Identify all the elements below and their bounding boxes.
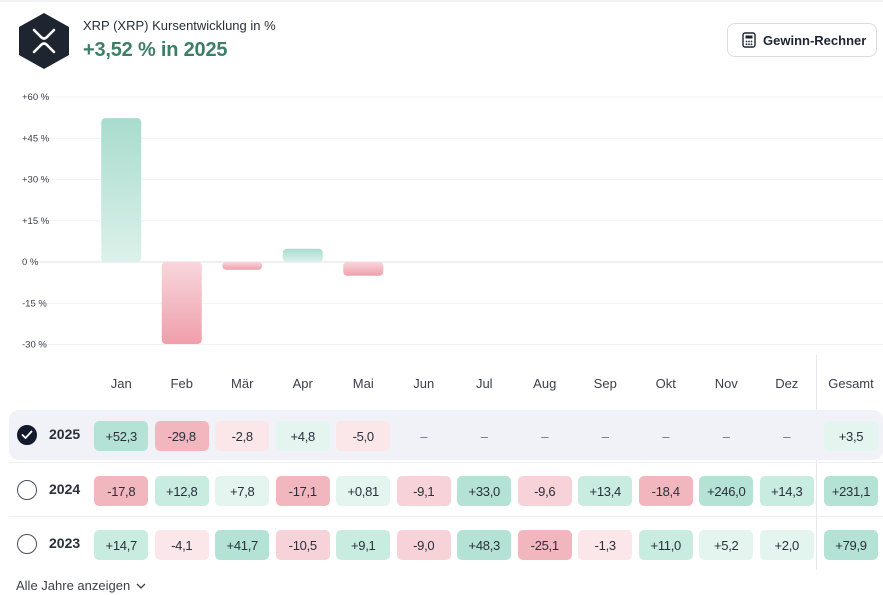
bar-jan[interactable] xyxy=(101,118,142,262)
year-label: 2025 xyxy=(49,426,81,442)
calculator-icon xyxy=(742,32,756,48)
chevron-down-icon xyxy=(136,583,146,589)
year-radio-2025[interactable] xyxy=(17,425,37,445)
y-tick-label: +60 % xyxy=(22,92,50,103)
month-cell: – xyxy=(783,428,791,444)
month-cell: – xyxy=(662,428,670,444)
bar-apr[interactable] xyxy=(282,248,323,262)
month-cell: -5,0 xyxy=(336,421,391,451)
month-label: Aug xyxy=(533,376,557,391)
month-cell: +14,7 xyxy=(94,530,149,560)
year-radio-2024[interactable] xyxy=(17,480,37,500)
year-row-2024[interactable]: 2024 -17,8 +12,8 +7,8 -17,1 +0,81 -9,1 +33,0 -9,… xyxy=(9,465,883,515)
total-cell: +231,1 xyxy=(824,476,878,506)
month-cell: +12,8 xyxy=(154,476,209,506)
month-label: Mär xyxy=(231,376,254,391)
profit-calculator-label: Gewinn-Rechner xyxy=(763,32,867,48)
month-cell: – xyxy=(420,428,428,444)
month-cell: +11,0 xyxy=(638,530,693,560)
month-label: Feb xyxy=(170,376,193,391)
bar-mai[interactable] xyxy=(343,262,384,276)
show-all-years-link[interactable]: Alle Jahre anzeigen xyxy=(16,578,146,593)
month-cell: +52,3 xyxy=(94,421,149,451)
month-cell: -2,8 xyxy=(215,421,270,451)
month-cell: +5,2 xyxy=(699,530,754,560)
month-label: Okt xyxy=(655,376,676,391)
month-cell: +2,0 xyxy=(759,530,814,560)
show-all-years-label: Alle Jahre anzeigen xyxy=(16,578,131,593)
month-cell: -9,1 xyxy=(396,476,451,506)
month-cell: +246,0 xyxy=(699,476,754,506)
month-cell: – xyxy=(541,428,549,444)
y-tick-label: -15 % xyxy=(22,298,47,309)
y-tick-label: -30 % xyxy=(22,340,47,351)
month-cell: -9,6 xyxy=(517,476,572,506)
y-tick-label: +15 % xyxy=(22,216,50,227)
xrp-logo-icon xyxy=(19,13,69,69)
checkmark-icon xyxy=(21,430,33,439)
month-cell: – xyxy=(480,428,488,444)
top-band xyxy=(0,0,883,2)
month-label: Sep xyxy=(593,376,617,391)
y-tick-label: 0 % xyxy=(22,257,39,268)
gesamt-header: Gesamt xyxy=(828,376,874,391)
month-cell: -25,1 xyxy=(517,530,572,560)
month-cell: +9,1 xyxy=(336,530,391,560)
monthly-performance-chart: +60 % +45 % +30 % +15 % 0 % -15 % -30 % xyxy=(22,92,883,351)
month-cell: -10,5 xyxy=(275,530,330,560)
year-radio-2023[interactable] xyxy=(17,534,37,554)
month-cell: +48,3 xyxy=(457,530,512,560)
month-cell: +7,8 xyxy=(215,476,270,506)
month-cell: +13,4 xyxy=(578,476,633,506)
month-label: Mai xyxy=(352,376,374,391)
month-cell: +41,7 xyxy=(215,530,270,560)
month-label: Jan xyxy=(110,376,132,391)
profit-calculator-button[interactable]: Gewinn-Rechner xyxy=(727,23,877,57)
month-label: Jun xyxy=(413,376,435,391)
month-label: Apr xyxy=(292,376,313,391)
chart-title: XRP (XRP) Kursentwicklung in % xyxy=(83,18,276,33)
y-tick-label: +30 % xyxy=(22,175,50,186)
row-separator xyxy=(9,516,883,517)
total-cell: +79,9 xyxy=(824,530,878,560)
performance-summary: +3,52 % in 2025 xyxy=(83,39,228,61)
month-cell: +33,0 xyxy=(457,476,512,506)
row-separator xyxy=(9,462,883,463)
month-cell: -1,3 xyxy=(578,530,633,560)
month-label: Jul xyxy=(475,376,493,391)
month-cell: +14,3 xyxy=(759,476,814,506)
year-label: 2023 xyxy=(49,535,81,551)
month-cell: -17,1 xyxy=(275,476,330,506)
month-cell: -9,0 xyxy=(396,530,451,560)
total-cell: +3,5 xyxy=(824,421,878,451)
month-cell: -4,1 xyxy=(154,530,209,560)
y-tick-label: +45 % xyxy=(22,133,50,144)
month-label: Nov xyxy=(714,376,738,391)
bar-feb[interactable] xyxy=(161,262,202,344)
month-cell: +4,8 xyxy=(275,421,330,451)
year-label: 2024 xyxy=(49,481,81,497)
month-cell: +0,81 xyxy=(336,476,391,506)
bar-mär[interactable] xyxy=(222,262,263,270)
month-cell: -18,4 xyxy=(638,476,693,506)
month-cell: -17,8 xyxy=(94,476,149,506)
year-row-2025[interactable]: 2025 +52,3 -29,8 -2,8 +4,8 -5,0 – – – – – – – +3,5 xyxy=(9,410,883,460)
month-label: Dez xyxy=(775,376,799,391)
month-cell: – xyxy=(601,428,609,444)
month-cell: – xyxy=(722,428,730,444)
year-row-2023[interactable]: 2023 +14,7 -4,1 +41,7 -10,5 +9,1 -9,0 +48,3 -25,… xyxy=(9,519,883,569)
month-cell: -29,8 xyxy=(154,421,209,451)
